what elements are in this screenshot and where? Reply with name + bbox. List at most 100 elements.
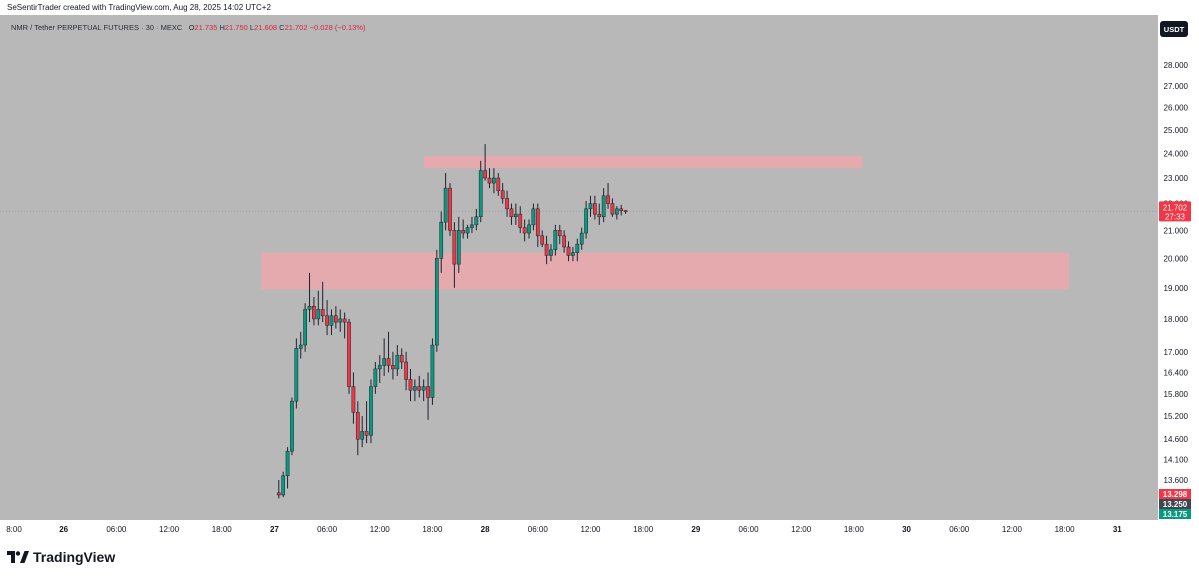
candle-body — [351, 386, 356, 413]
candle-body — [421, 386, 426, 391]
price-tick-label: 17.000 — [1164, 348, 1189, 357]
price-tick-label: 25.000 — [1164, 126, 1189, 135]
price-marker-badge — [1159, 509, 1191, 519]
close-label: C — [279, 23, 285, 32]
price-axis-labels: 28.00027.00026.00025.00024.00023.00022.0… — [1159, 61, 1191, 519]
candle-body — [443, 187, 448, 223]
time-tick-label: 8:00 — [6, 525, 22, 534]
candle-body — [294, 348, 299, 402]
candle-body — [373, 368, 378, 387]
tradingview-logo: TradingView — [7, 549, 115, 565]
high-value: 21.750 — [224, 23, 248, 32]
candle-body — [325, 315, 329, 326]
candlestick-chart[interactable] — [0, 15, 1158, 520]
price-tick-label: 18.000 — [1164, 315, 1189, 324]
time-tick-label: 18:00 — [633, 525, 654, 534]
candle-body — [461, 230, 466, 234]
time-tick-label: 12:00 — [159, 525, 180, 534]
candle-body — [364, 431, 369, 436]
candle-body — [281, 475, 286, 496]
time-tick-label: 26 — [59, 525, 68, 534]
time-axis[interactable]: 8:00 26 06:00 12:00 18:00 27 06:00 12:00 18:00 28… — [0, 520, 1158, 542]
price-marker-badge — [1159, 499, 1191, 509]
candle-body — [514, 213, 518, 218]
candle-body — [593, 203, 597, 215]
candle-body — [584, 208, 588, 234]
candle-body — [557, 230, 562, 237]
candle-body — [382, 358, 386, 366]
candle-body — [395, 354, 400, 370]
candle-body — [456, 230, 461, 265]
candle-body — [276, 492, 281, 496]
candle-body — [377, 365, 382, 370]
candle-body — [360, 431, 365, 440]
candle-body — [588, 203, 593, 210]
candle-body — [535, 208, 540, 237]
open-label: O — [188, 23, 195, 32]
price-tick-label: 26.000 — [1164, 104, 1189, 113]
candle-body — [334, 315, 338, 323]
price-tick-label: 24.000 — [1164, 150, 1189, 159]
time-tick-label: 12:00 — [1002, 525, 1023, 534]
time-tick-label: 29 — [691, 525, 700, 534]
candle-body — [408, 379, 413, 391]
time-tick-label: 12:00 — [370, 525, 391, 534]
candle-body — [509, 208, 514, 218]
price-marker-label: 13.250 — [1163, 500, 1188, 509]
candle-body — [391, 365, 395, 370]
candle-body — [518, 213, 523, 228]
time-tick-label: 06:00 — [949, 525, 970, 534]
candle-body — [404, 361, 408, 380]
candle-body — [483, 170, 487, 179]
currency-badge[interactable]: USDT — [1160, 21, 1188, 37]
candle-body — [303, 309, 307, 346]
zone-rect-0 — [423, 155, 863, 169]
time-tick-label: 31 — [1113, 525, 1122, 534]
candle-body — [619, 208, 624, 211]
close-value: 21.702 — [284, 23, 308, 32]
candle-body — [531, 208, 536, 226]
candle-body — [452, 230, 457, 265]
price-tick-label: 16.400 — [1164, 368, 1189, 377]
price-tick-label: 23.000 — [1164, 174, 1189, 183]
candle-body — [316, 309, 321, 320]
candle-body — [544, 243, 549, 256]
price-marker-label: 13.298 — [1163, 490, 1188, 499]
price-tick-label: 14.100 — [1164, 455, 1189, 464]
candle-body — [417, 386, 422, 391]
current-price-label: 21.702 — [1163, 203, 1188, 212]
candle-body — [623, 210, 628, 212]
candle-body — [342, 318, 347, 323]
candle-body — [522, 227, 527, 234]
time-tick-label: 12:00 — [791, 525, 812, 534]
candle-body — [474, 216, 479, 226]
candle-body — [434, 258, 439, 346]
low-value: 21.608 — [254, 23, 278, 32]
high-label: H — [219, 23, 225, 32]
candle-body — [386, 358, 391, 366]
price-axis[interactable]: 28.00027.00026.00025.00024.00023.00022.0… — [1158, 15, 1199, 520]
zone-rect-1 — [261, 252, 1069, 290]
countdown-label: 27:33 — [1165, 212, 1186, 221]
candle-body — [549, 249, 553, 256]
candle-body — [285, 450, 290, 477]
price-tick-label: 14.600 — [1164, 435, 1189, 444]
candle-body — [496, 177, 501, 191]
candle-body — [505, 198, 509, 210]
candle-body — [320, 309, 325, 316]
candle-body — [439, 221, 444, 259]
candle-body — [527, 224, 531, 234]
current-price-badge — [1159, 201, 1191, 222]
time-tick-label: 18:00 — [212, 525, 233, 534]
candle-body — [575, 243, 580, 253]
time-tick-label: 12:00 — [580, 525, 601, 534]
candle-body — [307, 306, 312, 310]
candle-body — [478, 170, 483, 218]
change-value: −0.028 (−0.13%) — [309, 23, 366, 32]
time-tick-label: 06:00 — [739, 525, 760, 534]
candle-body — [562, 235, 566, 248]
candle-body — [601, 195, 606, 218]
candle-body — [430, 344, 435, 398]
chart-plot-area[interactable] — [0, 15, 1158, 520]
low-label: L — [249, 23, 255, 32]
